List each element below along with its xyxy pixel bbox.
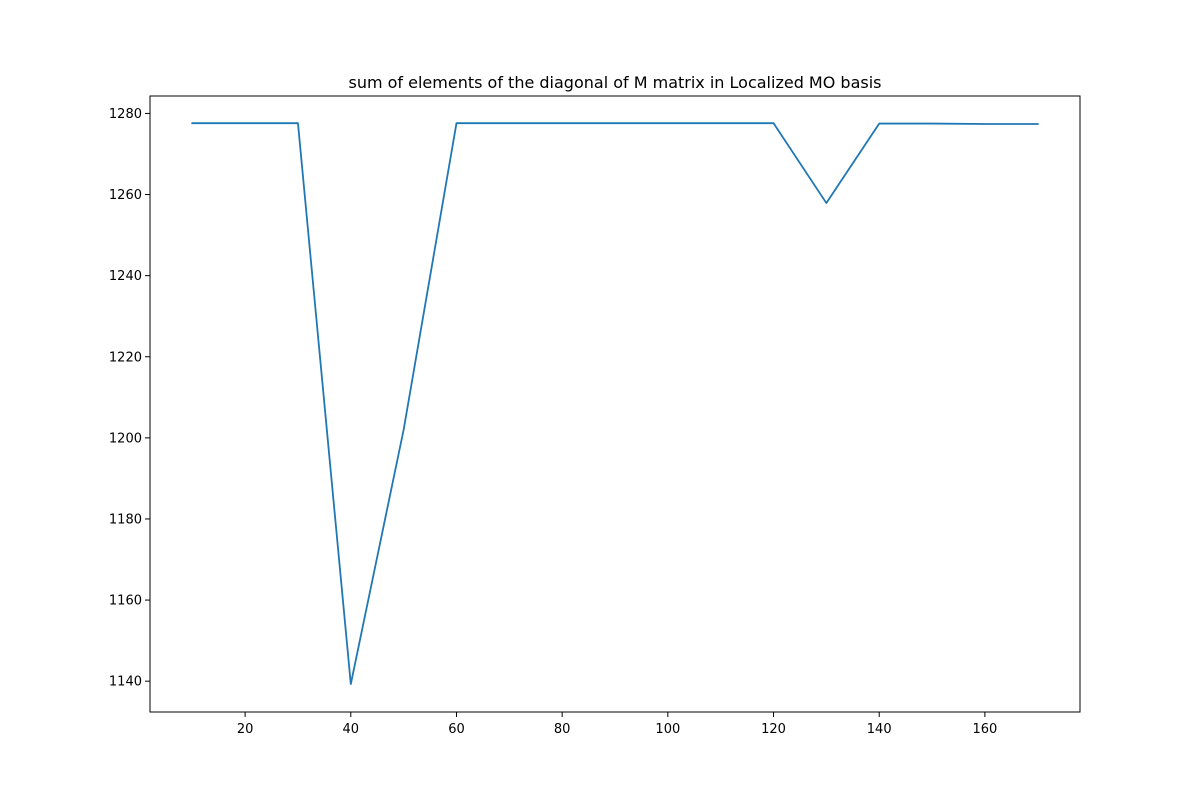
plot-frame bbox=[149, 95, 1081, 713]
x-tick-label: 80 bbox=[554, 722, 571, 737]
x-tick-label: 100 bbox=[655, 722, 680, 737]
y-tick-label: 1140 bbox=[109, 675, 142, 690]
x-tick-label: 140 bbox=[867, 722, 892, 737]
x-tick-label: 60 bbox=[448, 722, 465, 737]
y-tick-label: 1180 bbox=[109, 512, 142, 527]
series-line bbox=[191, 122, 1039, 685]
x-tick-label: 20 bbox=[237, 722, 254, 737]
y-tick-label: 1160 bbox=[109, 594, 142, 609]
y-tick-label: 1200 bbox=[109, 431, 142, 446]
y-tick-label: 1220 bbox=[109, 350, 142, 365]
x-axis: 20 40 60 80 100 120 140 160 bbox=[237, 712, 997, 737]
y-tick-label: 1260 bbox=[109, 188, 142, 203]
x-tick-label: 40 bbox=[343, 722, 360, 737]
chart-title: sum of elements of the diagonal of M mat… bbox=[348, 73, 881, 92]
y-tick-label: 1280 bbox=[109, 107, 142, 122]
x-tick-label: 160 bbox=[972, 722, 997, 737]
y-axis: 1140 1160 1180 1200 1220 1240 1260 1280 bbox=[109, 107, 150, 690]
y-tick-label: 1240 bbox=[109, 269, 142, 284]
series-layer bbox=[191, 122, 1039, 685]
x-tick-label: 120 bbox=[761, 722, 786, 737]
